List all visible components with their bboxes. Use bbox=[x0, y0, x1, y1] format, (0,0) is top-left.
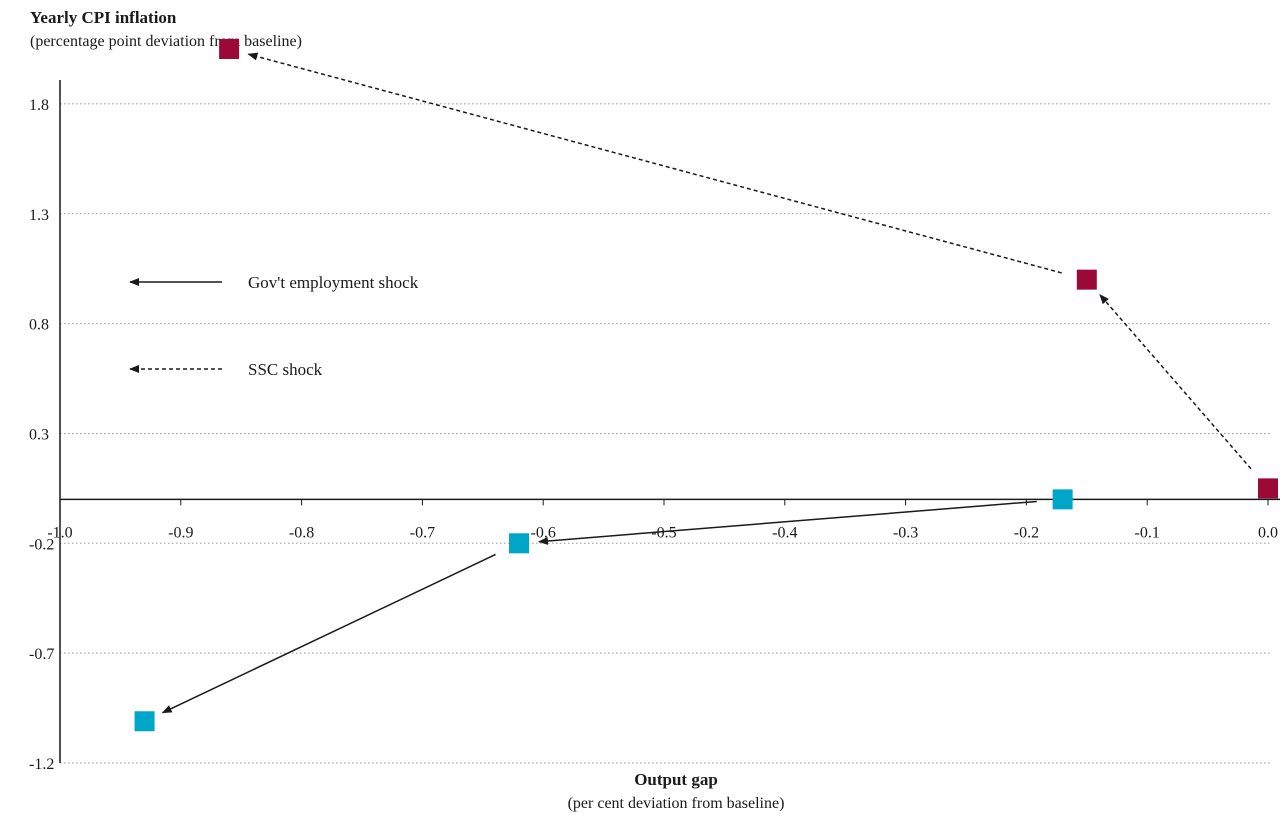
x-tick-label: -0.4 bbox=[772, 524, 797, 541]
grid-layer bbox=[60, 103, 1272, 764]
series-1-point bbox=[219, 38, 240, 59]
legend-gov-employment-label: Gov't employment shock bbox=[248, 273, 419, 292]
y-tick-label: 1.3 bbox=[29, 207, 49, 224]
y-tick-label: 0.8 bbox=[29, 317, 49, 334]
chart-title: Yearly CPI inflation bbox=[30, 8, 177, 27]
x-tick-label: -0.6 bbox=[531, 524, 556, 541]
series-0-point bbox=[134, 711, 155, 732]
point-layer bbox=[134, 38, 1278, 732]
x-tick-label: -0.3 bbox=[893, 524, 918, 541]
x-tick-label: -0.7 bbox=[410, 524, 435, 541]
legend-ssc-label: SSC shock bbox=[248, 360, 323, 379]
y-tick-label: 0.3 bbox=[29, 426, 49, 443]
x-axis-subtitle: (per cent deviation from baseline) bbox=[567, 795, 785, 812]
x-axis-title: Output gap bbox=[634, 770, 718, 789]
x-tick-label: -0.5 bbox=[651, 524, 676, 541]
x-tick-label: -0.1 bbox=[1135, 524, 1160, 541]
series-0-arrow bbox=[537, 500, 1037, 545]
y-tick-label: -1.2 bbox=[29, 756, 54, 773]
arrow-layer bbox=[161, 52, 1252, 714]
x-tick-label: -0.9 bbox=[168, 524, 193, 541]
x-tick-label: -0.2 bbox=[1014, 524, 1039, 541]
x-tick-label: -1.0 bbox=[47, 524, 72, 541]
series-1-arrow bbox=[1099, 294, 1252, 470]
series-1-point bbox=[1076, 269, 1097, 290]
legend: Gov't employment shock SSC shock bbox=[129, 273, 419, 379]
series-1-arrow bbox=[247, 52, 1062, 274]
series-0-point bbox=[1052, 489, 1073, 510]
axis-layer: -1.2 -0.7 -0.2 0.3 0.8 1.3 1.8 -1.0 -0.9 -0.8 -0.7… bbox=[29, 80, 1280, 773]
series-1-point bbox=[1258, 478, 1278, 499]
x-tick-label: 0.0 bbox=[1258, 524, 1278, 541]
series-0-point bbox=[509, 533, 530, 554]
x-tick-label: -0.8 bbox=[289, 524, 314, 541]
y-tick-label: 1.8 bbox=[29, 97, 49, 114]
y-tick-label: -0.7 bbox=[29, 646, 54, 663]
y-tick-label: -0.2 bbox=[29, 536, 54, 553]
series-0-arrow bbox=[161, 553, 496, 714]
